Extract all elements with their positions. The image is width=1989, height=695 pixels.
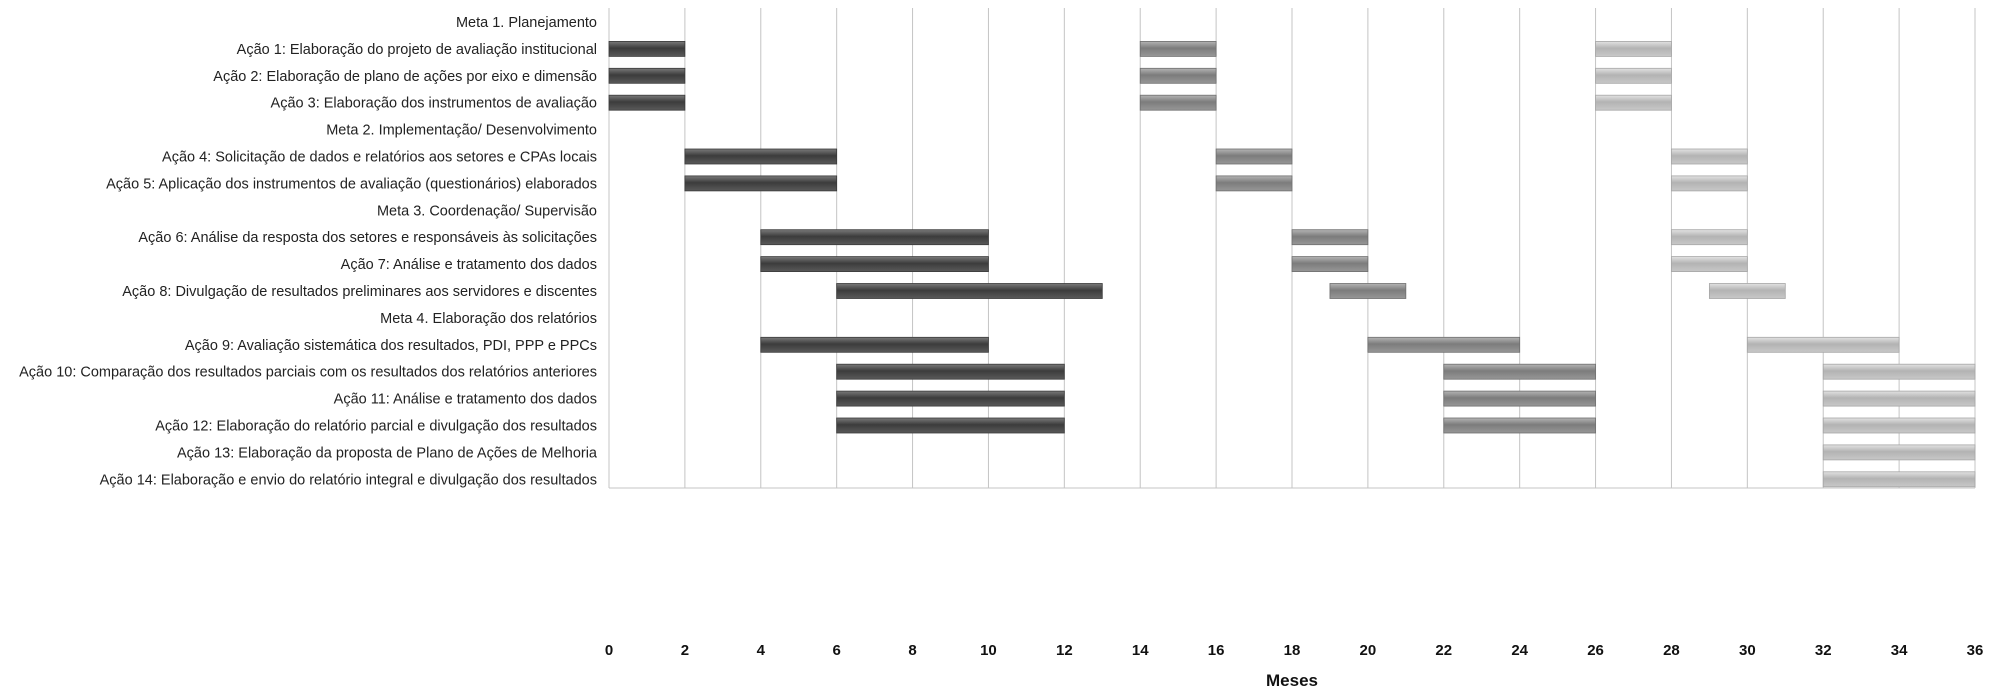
row-label: Ação 13: Elaboração da proposta de Plano… bbox=[177, 445, 598, 461]
gantt-bar bbox=[836, 363, 1065, 380]
row-label: Meta 1. Planejamento bbox=[456, 15, 597, 31]
gantt-bar bbox=[1671, 148, 1748, 165]
gantt-bar bbox=[684, 148, 838, 165]
gantt-bar bbox=[1671, 175, 1748, 192]
bars-layer bbox=[608, 41, 1976, 488]
row-label: Ação 7: Análise e tratamento dos dados bbox=[341, 257, 597, 273]
row-label: Ação 12: Elaboração do relatório parcial… bbox=[155, 419, 597, 435]
gantt-bar bbox=[1822, 471, 1976, 488]
row-label: Meta 3. Coordenação/ Supervisão bbox=[377, 203, 597, 219]
x-tick-label: 18 bbox=[1284, 642, 1301, 659]
row-label: Ação 10: Comparação dos resultados parci… bbox=[19, 365, 597, 381]
x-tick-label: 12 bbox=[1056, 642, 1073, 659]
gantt-bar bbox=[1443, 363, 1596, 380]
gantt-bar bbox=[836, 390, 1065, 407]
gantt-bar bbox=[1595, 94, 1672, 111]
x-tick-label: 0 bbox=[605, 642, 613, 659]
gantt-bar bbox=[1671, 256, 1748, 273]
x-tick-label: 6 bbox=[832, 642, 840, 659]
gantt-bar bbox=[760, 336, 989, 353]
gantt-bar bbox=[836, 283, 1103, 299]
gantt-bar bbox=[1822, 363, 1976, 380]
gantt-bar bbox=[760, 229, 989, 246]
gantt-bar bbox=[1215, 148, 1293, 165]
row-label: Ação 11: Análise e tratamento dos dados bbox=[334, 392, 597, 408]
gantt-bar bbox=[608, 41, 686, 57]
gantt-bar bbox=[1746, 336, 1900, 353]
x-tick-label: 4 bbox=[757, 642, 766, 659]
x-tick-label: 32 bbox=[1815, 642, 1832, 659]
gantt-bar bbox=[1139, 41, 1217, 57]
x-tick-label: 16 bbox=[1208, 642, 1225, 659]
gantt-bar bbox=[1595, 41, 1672, 57]
x-tick-label: 2 bbox=[681, 642, 689, 659]
x-tick-label: 30 bbox=[1739, 642, 1756, 659]
x-tick-label: 14 bbox=[1132, 642, 1149, 659]
gantt-bar bbox=[836, 417, 1065, 434]
row-labels: Meta 1. Planejamento Ação 1: Elaboração d… bbox=[19, 15, 598, 488]
gantt-bar bbox=[1139, 67, 1217, 84]
x-tick-label: 36 bbox=[1967, 642, 1984, 659]
gantt-bar bbox=[608, 94, 686, 111]
row-label: Ação 6: Análise da resposta dos setores … bbox=[138, 230, 597, 246]
row-label: Ação 2: Elaboração de plano de ações por… bbox=[213, 69, 597, 85]
row-label: Ação 14: Elaboração e envio do relatório… bbox=[100, 472, 597, 488]
gantt-bar bbox=[1443, 390, 1596, 407]
gantt-bar bbox=[1291, 229, 1369, 246]
gantt-bar bbox=[608, 67, 686, 84]
x-tick-label: 8 bbox=[908, 642, 916, 659]
gantt-bar bbox=[760, 256, 989, 273]
gantt-bar bbox=[684, 175, 838, 192]
x-tick-label: 24 bbox=[1511, 642, 1528, 659]
gantt-bar bbox=[1822, 390, 1976, 407]
x-tick-label: 22 bbox=[1435, 642, 1452, 659]
gantt-bar bbox=[1595, 67, 1672, 84]
row-label: Ação 1: Elaboração do projeto de avaliaç… bbox=[237, 42, 597, 58]
gantt-bar bbox=[1708, 283, 1786, 299]
gantt-bar bbox=[1822, 444, 1976, 461]
x-tick-label: 28 bbox=[1663, 642, 1680, 659]
x-axis-title: Meses bbox=[1266, 671, 1318, 690]
gantt-bar bbox=[1443, 417, 1596, 434]
row-label: Ação 3: Elaboração dos instrumentos de a… bbox=[271, 96, 597, 112]
row-label: Ação 4: Solicitação de dados e relatório… bbox=[162, 150, 597, 166]
row-label: Ação 9: Avaliação sistemática dos result… bbox=[185, 338, 597, 354]
gantt-bar bbox=[1671, 229, 1748, 246]
gantt-bar bbox=[1215, 175, 1293, 192]
x-tick-labels: 0 2 4 6 8 10 12 14 16 18 20 22 24 26 28 30 32 34 36 bbox=[605, 642, 1984, 659]
row-label: Meta 2. Implementação/ Desenvolvimento bbox=[326, 123, 597, 139]
row-label: Meta 4. Elaboração dos relatórios bbox=[380, 311, 597, 327]
row-label: Ação 8: Divulgação de resultados prelimi… bbox=[122, 284, 597, 300]
x-tick-label: 34 bbox=[1891, 642, 1908, 659]
row-label: Ação 5: Aplicação dos instrumentos de av… bbox=[106, 176, 597, 192]
gantt-bar bbox=[1329, 283, 1407, 299]
grid-lines bbox=[608, 8, 1976, 489]
gantt-bar bbox=[1822, 417, 1976, 434]
x-tick-label: 10 bbox=[980, 642, 997, 659]
gantt-bar bbox=[1367, 336, 1521, 353]
gantt-bar bbox=[1139, 94, 1217, 111]
x-tick-label: 20 bbox=[1360, 642, 1377, 659]
x-tick-label: 26 bbox=[1587, 642, 1604, 659]
gantt-bar bbox=[1291, 256, 1369, 273]
